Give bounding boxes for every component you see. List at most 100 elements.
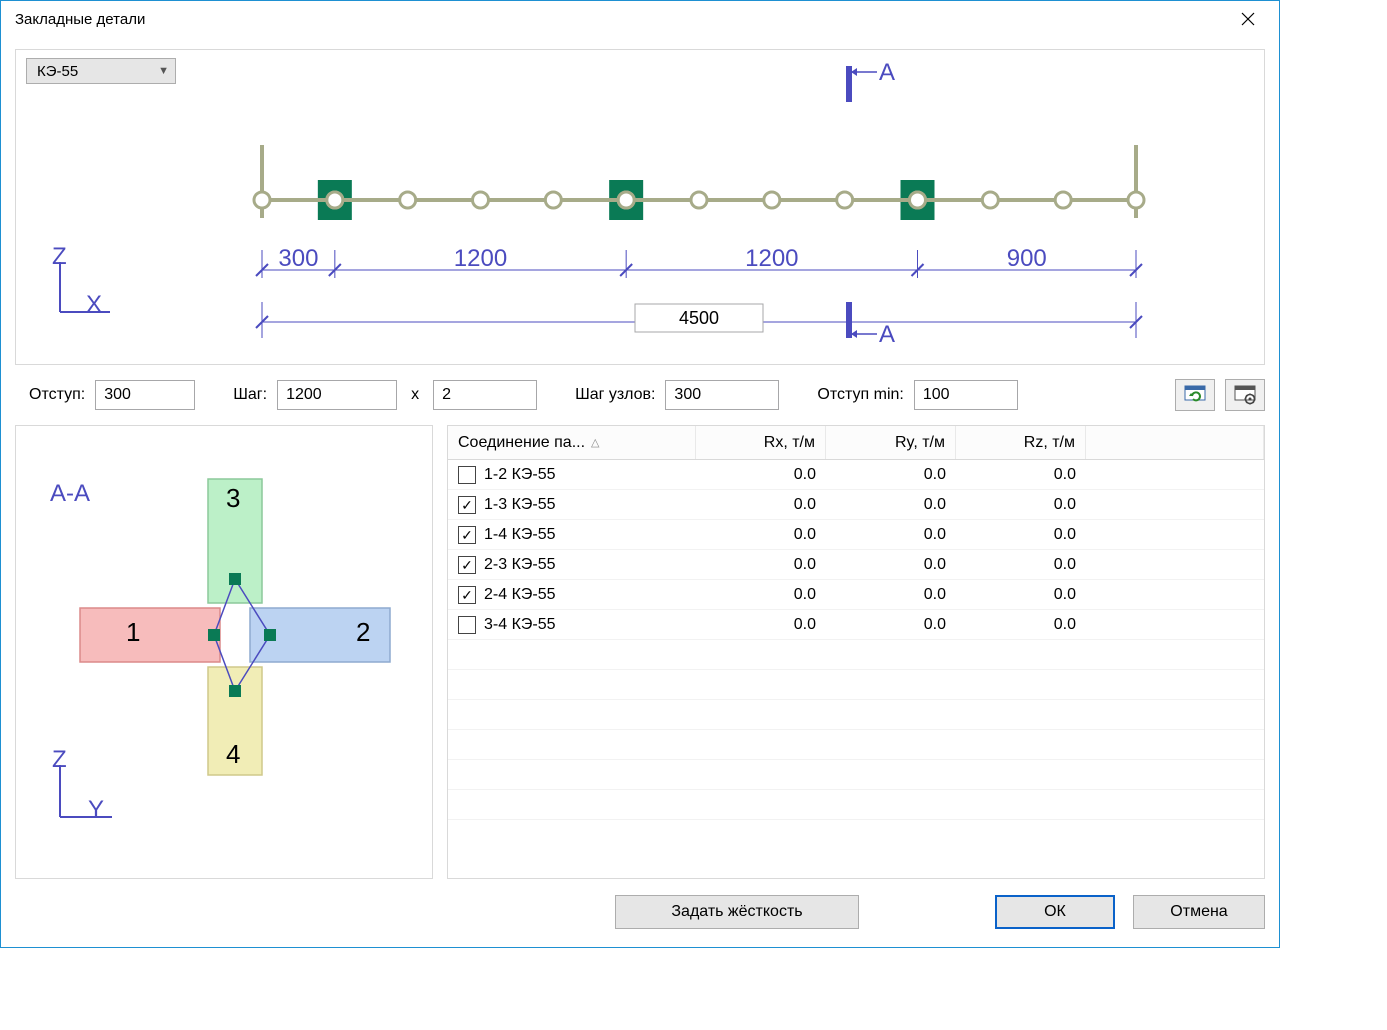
settings-button[interactable] [1225, 379, 1265, 411]
table-row[interactable]: ✓1-4 КЭ-550.00.00.0 [448, 520, 1264, 550]
multiply-x-label: x [407, 386, 423, 404]
settings-icon [1234, 385, 1256, 405]
row-checkbox[interactable]: ✓ [458, 586, 476, 604]
connection-label: 3-4 КЭ-55 [484, 616, 556, 634]
stiffness-value: 0.0 [956, 586, 1086, 604]
stiffness-value: 0.0 [956, 526, 1086, 544]
svg-text:1: 1 [126, 617, 140, 647]
parameter-row: Отступ: 300 Шаг: 1200 x 2 Шаг узлов: 300… [15, 375, 1265, 415]
table-row-empty [448, 640, 1264, 670]
set-stiffness-button[interactable]: Задать жёсткость [615, 895, 859, 929]
titlebar: Закладные детали [1, 1, 1279, 37]
column-header[interactable]: Rx, т/м [696, 426, 826, 459]
chevron-down-icon: ▼ [158, 65, 169, 77]
stiffness-value: 0.0 [696, 616, 826, 634]
offset-label: Отступ: [15, 386, 85, 404]
column-header[interactable]: Ry, т/м [826, 426, 956, 459]
svg-text:4: 4 [226, 739, 240, 769]
offset-min-input[interactable]: 100 [914, 380, 1018, 410]
window-title: Закладные детали [15, 11, 145, 28]
row-checkbox[interactable]: ✓ [458, 496, 476, 514]
beam-diagram: ZX А А 300 1200 1200 900 4500 [16, 50, 1264, 364]
svg-text:300: 300 [278, 245, 318, 272]
svg-text:А: А [879, 321, 895, 348]
svg-text:1200: 1200 [745, 245, 798, 272]
table-header: Соединение па...△Rx, т/мRy, т/мRz, т/м [448, 426, 1264, 460]
stiffness-value: 0.0 [826, 526, 956, 544]
connection-label: 2-4 КЭ-55 [484, 586, 556, 604]
offset-min-label: Отступ min: [789, 386, 903, 404]
stiffness-value: 0.0 [826, 556, 956, 574]
stiffness-value: 0.0 [696, 496, 826, 514]
connections-table: Соединение па...△Rx, т/мRy, т/мRz, т/м 1… [447, 425, 1265, 879]
sort-asc-icon: △ [591, 436, 599, 449]
client-area: КЭ-55 ▼ ZXАА300120012009004500 Отступ: 3… [15, 49, 1265, 933]
table-row[interactable]: ✓2-4 КЭ-550.00.00.0 [448, 580, 1264, 610]
stiffness-value: 0.0 [956, 556, 1086, 574]
svg-text:Y: Y [88, 796, 104, 823]
column-header[interactable]: Rz, т/м [956, 426, 1086, 459]
svg-text:4500: 4500 [679, 308, 719, 328]
connection-label: 1-2 КЭ-55 [484, 466, 556, 484]
connection-label: 2-3 КЭ-55 [484, 556, 556, 574]
refresh-button[interactable] [1175, 379, 1215, 411]
cancel-button[interactable]: Отмена [1133, 895, 1265, 929]
close-icon [1241, 12, 1255, 26]
stiffness-value: 0.0 [696, 556, 826, 574]
beam-diagram-group: КЭ-55 ▼ ZX А А 300 1200 1200 900 4500 [15, 49, 1265, 365]
svg-text:1200: 1200 [454, 245, 507, 272]
connection-label: 1-4 КЭ-55 [484, 526, 556, 544]
svg-text:Z: Z [52, 243, 67, 270]
close-button[interactable] [1225, 3, 1271, 35]
stiffness-value: 0.0 [826, 586, 956, 604]
stiffness-value: 0.0 [696, 526, 826, 544]
stiffness-value: 0.0 [826, 616, 956, 634]
table-row-empty [448, 790, 1264, 820]
stiffness-value: 0.0 [956, 496, 1086, 514]
section-diagram: А-А 1 2 3 4 ZY [16, 426, 432, 878]
offset-input[interactable]: 300 [95, 380, 195, 410]
row-checkbox[interactable]: ✓ [458, 556, 476, 574]
svg-text:3: 3 [226, 483, 240, 513]
dialog-window: Закладные детали КЭ-55 ▼ ZXАА30012001200… [0, 0, 1280, 948]
step-label: Шаг: [205, 386, 267, 404]
stiffness-value: 0.0 [696, 466, 826, 484]
svg-text:2: 2 [356, 617, 370, 647]
column-header[interactable] [1086, 426, 1264, 459]
table-row[interactable]: ✓1-3 КЭ-550.00.00.0 [448, 490, 1264, 520]
stiffness-value: 0.0 [826, 466, 956, 484]
ok-button[interactable]: ОК [995, 895, 1115, 929]
refresh-icon [1184, 385, 1206, 405]
svg-text:А-А: А-А [50, 480, 90, 507]
element-type-dropdown[interactable]: КЭ-55 ▼ [26, 58, 176, 84]
svg-text:Z: Z [52, 746, 67, 773]
table-row-empty [448, 730, 1264, 760]
svg-text:X: X [86, 291, 102, 318]
bottom-area: А-А 1 2 3 4 ZY Соединение па...△Rx, т/мRy, т/… [15, 425, 1265, 879]
table-row[interactable]: 1-2 КЭ-550.00.00.0 [448, 460, 1264, 490]
table-row[interactable]: ✓2-3 КЭ-550.00.00.0 [448, 550, 1264, 580]
stiffness-value: 0.0 [826, 496, 956, 514]
step-input[interactable]: 1200 [277, 380, 397, 410]
dialog-footer: Задать жёсткость ОК Отмена [15, 891, 1265, 933]
section-panel: А-А 1 2 3 4 ZY [15, 425, 433, 879]
row-checkbox[interactable]: ✓ [458, 526, 476, 544]
table-row-empty [448, 760, 1264, 790]
row-checkbox[interactable] [458, 616, 476, 634]
stiffness-value: 0.0 [956, 616, 1086, 634]
column-header[interactable]: Соединение па...△ [448, 426, 696, 459]
node-step-label: Шаг узлов: [547, 386, 655, 404]
stiffness-value: 0.0 [956, 466, 1086, 484]
svg-text:А: А [879, 59, 895, 86]
svg-text:900: 900 [1007, 245, 1047, 272]
connection-label: 1-3 КЭ-55 [484, 496, 556, 514]
stiffness-value: 0.0 [696, 586, 826, 604]
table-row-empty [448, 700, 1264, 730]
step-count-input[interactable]: 2 [433, 380, 537, 410]
table-body: 1-2 КЭ-550.00.00.0✓1-3 КЭ-550.00.00.0✓1-… [448, 460, 1264, 820]
table-row[interactable]: 3-4 КЭ-550.00.00.0 [448, 610, 1264, 640]
table-row-empty [448, 670, 1264, 700]
element-type-value: КЭ-55 [37, 63, 78, 80]
node-step-input[interactable]: 300 [665, 380, 779, 410]
row-checkbox[interactable] [458, 466, 476, 484]
